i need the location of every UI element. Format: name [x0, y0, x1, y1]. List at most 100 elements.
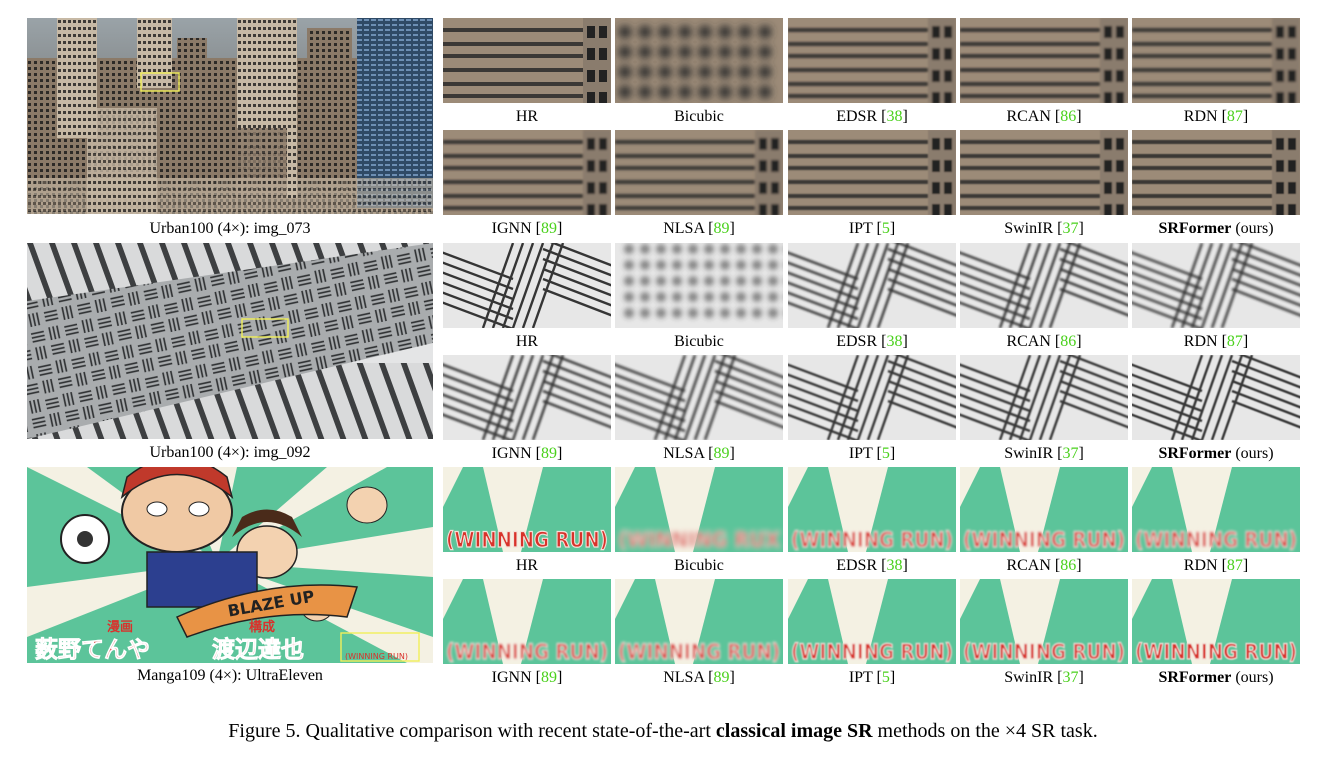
method-name: IPT	[848, 220, 873, 237]
method-label: IPT [5]	[848, 220, 896, 237]
svg-text:(WINNING RUN): (WINNING RUN)	[791, 528, 953, 552]
citation-ref[interactable]: 37	[1062, 669, 1079, 686]
method-name: HR	[515, 557, 539, 574]
method-label: Bicubic	[615, 556, 783, 576]
source-image-city	[27, 18, 433, 214]
method-name: Bicubic	[674, 108, 724, 125]
method-label: Bicubic	[615, 332, 783, 352]
method-label: IPT [5]	[848, 669, 896, 686]
method-name: NLSA	[663, 445, 705, 462]
method-label: EDSR [38]	[836, 108, 908, 125]
source-label: Urban100 (4×): img_092	[149, 444, 311, 461]
crop-srformer	[1132, 355, 1300, 440]
citation-ref[interactable]: 87	[1226, 333, 1243, 350]
citation-ref[interactable]: 38	[886, 333, 903, 350]
citation-ref[interactable]: 89	[713, 669, 730, 686]
method-name: HR	[515, 108, 539, 125]
method-name: RCAN	[1006, 108, 1051, 125]
svg-text:(WINNING RUN): (WINNING RUN)	[446, 640, 608, 664]
crop-rdn: (WINNING RUN)	[1132, 467, 1300, 552]
figure-caption: Figure 5. Qualitative comparison with re…	[228, 720, 1098, 742]
crop-rcan	[960, 243, 1128, 328]
crop-nlsa: (WINNING RUN)	[615, 579, 783, 664]
crop-swinir	[960, 130, 1128, 215]
method-label: EDSR [38]	[836, 557, 908, 574]
citation-ref[interactable]: 87	[1226, 557, 1243, 574]
method-label: HR	[443, 107, 611, 127]
method-label: SRFormer (ours)	[1132, 219, 1300, 239]
method-label: NLSA [89]	[663, 669, 735, 686]
citation-ref[interactable]: 86	[1060, 557, 1077, 574]
method-name: IGNN	[491, 669, 532, 686]
method-name: SwinIR	[1004, 220, 1054, 237]
method-name: Bicubic	[674, 557, 724, 574]
crop-hr: (WINNING RUN)	[443, 467, 611, 552]
method-label: IPT [5]	[848, 445, 896, 462]
manga-credit-2: 構成	[249, 619, 275, 635]
citation-ref[interactable]: 86	[1060, 108, 1077, 125]
crop-edsr: (WINNING RUN)	[788, 467, 956, 552]
method-label: NLSA [89]	[663, 445, 735, 462]
method-suffix: (ours)	[1231, 669, 1274, 686]
citation-ref[interactable]: 38	[886, 108, 903, 125]
method-name: RDN	[1183, 333, 1218, 350]
method-label: IGNN [89]	[491, 669, 563, 686]
crop-ignn: (WINNING RUN)	[443, 579, 611, 664]
method-name: EDSR	[836, 557, 878, 574]
citation-ref[interactable]: 89	[713, 220, 730, 237]
method-name: IGNN	[491, 220, 532, 237]
crop-ignn	[443, 130, 611, 215]
crop-ipt	[788, 355, 956, 440]
citation-ref[interactable]: 89	[713, 445, 730, 462]
crop-bicubic	[615, 18, 783, 103]
method-name: NLSA	[663, 669, 705, 686]
method-name: EDSR	[836, 108, 878, 125]
svg-text:(WINNING RUN): (WINNING RUN)	[791, 640, 953, 664]
method-suffix: (ours)	[1231, 445, 1274, 462]
source-label: Manga109 (4×): UltraEleven	[137, 667, 323, 684]
method-name: RDN	[1183, 108, 1218, 125]
svg-text:(WINNING RUN): (WINNING RUN)	[963, 528, 1125, 552]
crop-hr	[443, 18, 611, 103]
method-label: RCAN [86]	[1006, 557, 1082, 574]
method-label: EDSR [38]	[836, 333, 908, 350]
method-label: SRFormer (ours)	[1132, 668, 1300, 688]
crop-edsr	[788, 243, 956, 328]
method-name: IGNN	[491, 445, 532, 462]
svg-text:(WINNING RUN): (WINNING RUN)	[618, 640, 780, 664]
method-name: RDN	[1183, 557, 1218, 574]
citation-ref[interactable]: 5	[881, 220, 890, 237]
manga-credit-1: 漫画	[107, 619, 133, 635]
method-label: SwinIR [37]	[1004, 220, 1084, 237]
citation-ref[interactable]: 5	[881, 445, 890, 462]
crop-nlsa	[615, 130, 783, 215]
method-label: RCAN [86]	[1006, 108, 1082, 125]
citation-ref[interactable]: 89	[541, 220, 557, 237]
crop-rcan: (WINNING RUN)	[960, 467, 1128, 552]
crop-swinir	[960, 355, 1128, 440]
manga-author-2: 渡辺達也	[212, 636, 304, 663]
method-name: SRFormer	[1158, 669, 1232, 686]
citation-ref[interactable]: 89	[541, 445, 557, 462]
method-name: HR	[515, 333, 539, 350]
crop-srformer: (WINNING RUN)	[1132, 579, 1300, 664]
citation-ref[interactable]: 38	[886, 557, 903, 574]
source-image-building	[27, 243, 433, 439]
svg-text:(WINNING RUN): (WINNING RUN)	[963, 640, 1125, 664]
method-label: SwinIR [37]	[1004, 669, 1084, 686]
source-label: Urban100 (4×): img_073	[149, 220, 311, 237]
method-name: RCAN	[1006, 333, 1051, 350]
citation-ref[interactable]: 87	[1226, 108, 1243, 125]
method-label: SwinIR [37]	[1004, 445, 1084, 462]
svg-text:(WINNING RUX: (WINNING RUX	[618, 528, 780, 552]
citation-ref[interactable]: 5	[881, 669, 890, 686]
citation-ref[interactable]: 89	[541, 669, 557, 686]
citation-ref[interactable]: 37	[1062, 220, 1079, 237]
citation-ref[interactable]: 86	[1060, 333, 1077, 350]
method-name: NLSA	[663, 220, 705, 237]
svg-text:(WINNING RUN): (WINNING RUN)	[446, 528, 608, 552]
method-name: SRFormer	[1158, 445, 1232, 462]
crop-rdn	[1132, 243, 1300, 328]
citation-ref[interactable]: 37	[1062, 445, 1079, 462]
method-label: RDN [87]	[1183, 557, 1249, 574]
